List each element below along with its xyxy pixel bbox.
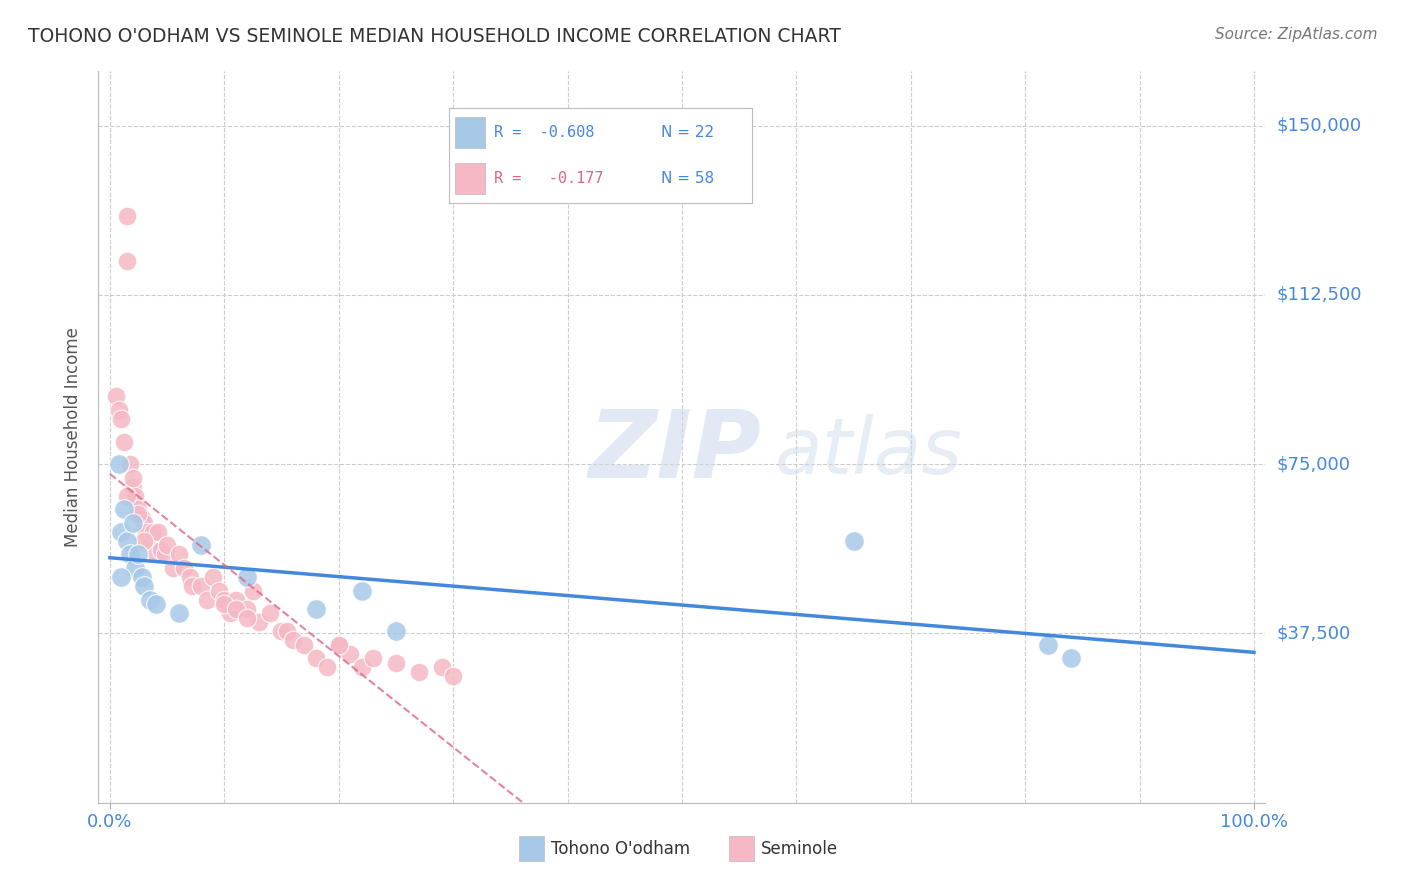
Point (108, 403, 131, 417)
Point (236, 570, 259, 584)
Point (430, 660, 453, 674)
Bar (519, 836, 544, 862)
Point (134, 533, 156, 548)
Text: $112,500: $112,500 (1277, 285, 1362, 304)
Point (153, 548, 176, 562)
Point (131, 570, 153, 584)
Point (328, 638, 350, 652)
Point (190, 579, 212, 593)
Point (292, 638, 315, 652)
Point (242, 583, 264, 598)
Point (190, 538, 212, 552)
Point (135, 524, 157, 539)
Point (110, 524, 132, 539)
Point (225, 592, 247, 607)
Point (150, 543, 173, 558)
Point (139, 592, 162, 607)
Point (1060, 651, 1083, 665)
Text: Source: ZipAtlas.com: Source: ZipAtlas.com (1215, 27, 1378, 42)
Point (167, 606, 190, 620)
Point (1036, 638, 1059, 652)
Point (214, 592, 236, 607)
Point (156, 538, 179, 552)
Point (408, 665, 430, 679)
Point (131, 511, 153, 525)
Point (142, 524, 165, 539)
Point (115, 489, 138, 503)
Point (115, 254, 138, 268)
Text: $150,000: $150,000 (1277, 117, 1361, 135)
Text: $75,000: $75,000 (1277, 455, 1351, 473)
Point (281, 633, 304, 648)
Point (385, 624, 408, 639)
Text: ZIP: ZIP (589, 406, 762, 498)
Text: Seminole: Seminole (761, 840, 838, 858)
Point (124, 489, 146, 503)
Text: TOHONO O'ODHAM VS SEMINOLE MEDIAN HOUSEHOLD INCOME CORRELATION CHART: TOHONO O'ODHAM VS SEMINOLE MEDIAN HOUSEH… (28, 27, 841, 45)
Point (361, 651, 384, 665)
Point (247, 615, 270, 630)
Point (219, 606, 242, 620)
Point (145, 597, 167, 611)
Point (112, 434, 135, 449)
Point (121, 516, 143, 530)
Point (104, 389, 127, 403)
Point (115, 209, 138, 223)
Point (181, 579, 204, 593)
Point (328, 638, 350, 652)
Point (350, 660, 373, 674)
Point (350, 583, 373, 598)
Point (207, 583, 229, 598)
Point (110, 570, 132, 584)
Y-axis label: Median Household Income: Median Household Income (65, 327, 83, 547)
Point (179, 570, 201, 584)
Point (305, 601, 328, 615)
Point (121, 480, 143, 494)
Point (201, 570, 224, 584)
Point (259, 606, 281, 620)
Point (115, 533, 138, 548)
Point (127, 548, 149, 562)
Point (225, 601, 247, 615)
Point (236, 601, 259, 615)
Point (134, 579, 156, 593)
Point (124, 561, 146, 575)
Point (195, 592, 218, 607)
Point (120, 548, 142, 562)
Point (842, 533, 865, 548)
Point (134, 516, 156, 530)
Text: Tohono O'odham: Tohono O'odham (551, 840, 690, 858)
Point (339, 647, 361, 661)
Point (162, 561, 184, 575)
Bar (728, 836, 754, 862)
Point (441, 669, 464, 683)
Point (108, 457, 131, 471)
Point (127, 507, 149, 521)
Point (316, 660, 339, 674)
Point (127, 502, 149, 516)
Point (145, 548, 167, 562)
Point (214, 597, 236, 611)
Point (276, 624, 298, 639)
Point (167, 548, 190, 562)
Text: $37,500: $37,500 (1277, 624, 1351, 642)
Point (173, 561, 195, 575)
Point (110, 412, 132, 426)
Point (236, 610, 259, 624)
Point (270, 624, 292, 639)
Point (121, 471, 143, 485)
Point (305, 651, 328, 665)
Point (112, 502, 135, 516)
Text: atlas: atlas (775, 414, 963, 490)
Point (385, 656, 408, 670)
Point (120, 457, 142, 471)
Point (139, 533, 162, 548)
Point (146, 524, 169, 539)
